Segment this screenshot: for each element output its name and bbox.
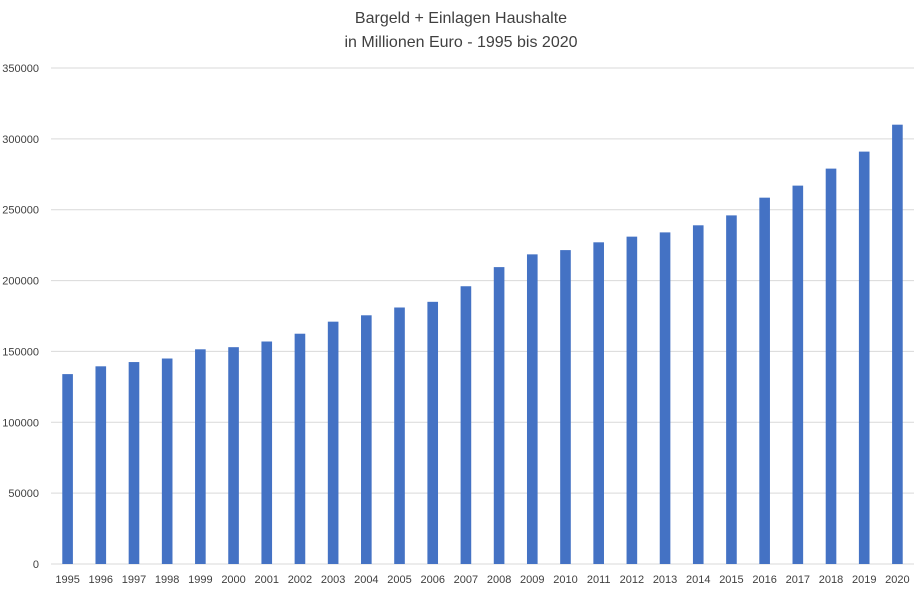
x-axis: 1995 1996 1997 1998 1999 2000 2001 2002 2003 2004… bbox=[55, 574, 909, 586]
x-tick-label: 2019 bbox=[852, 574, 876, 586]
bar bbox=[427, 301, 439, 564]
x-tick-label: 2020 bbox=[885, 574, 909, 586]
y-tick-label: 50000 bbox=[8, 488, 39, 500]
x-tick-label: 1998 bbox=[155, 574, 179, 586]
bar bbox=[792, 185, 804, 564]
bar bbox=[659, 232, 671, 565]
x-tick-label: 1996 bbox=[89, 574, 113, 586]
y-tick-label: 300000 bbox=[2, 134, 39, 146]
bar bbox=[858, 151, 870, 564]
bar bbox=[460, 286, 472, 564]
y-tick-label: 150000 bbox=[2, 346, 39, 358]
x-tick-label: 2009 bbox=[520, 574, 544, 586]
x-tick-label: 2008 bbox=[487, 574, 511, 586]
x-tick-label: 1999 bbox=[188, 574, 212, 586]
bar bbox=[892, 124, 903, 564]
x-tick-label: 2006 bbox=[420, 574, 444, 586]
bar bbox=[825, 168, 837, 565]
x-tick-label: 2005 bbox=[387, 574, 411, 586]
chart-subtitle: in Millionen Euro - 1995 bis 2020 bbox=[344, 34, 577, 51]
bar bbox=[560, 250, 571, 565]
bar bbox=[726, 215, 737, 564]
bar bbox=[228, 347, 239, 564]
x-tick-label: 1995 bbox=[55, 574, 79, 586]
x-tick-label: 2014 bbox=[686, 574, 710, 586]
bar bbox=[327, 321, 339, 564]
x-tick-label: 2003 bbox=[321, 574, 345, 586]
x-tick-label: 2013 bbox=[653, 574, 677, 586]
bar bbox=[62, 374, 73, 564]
y-tick-label: 100000 bbox=[2, 417, 39, 429]
x-tick-label: 2011 bbox=[587, 574, 611, 586]
chart-title: Bargeld + Einlagen Haushalte bbox=[355, 10, 567, 27]
x-tick-label: 2002 bbox=[288, 574, 312, 586]
x-tick-label: 1997 bbox=[122, 574, 146, 586]
y-tick-label: 250000 bbox=[2, 205, 39, 217]
y-axis: 0 50000 100000 150000 200000 250000 300000 3500… bbox=[2, 63, 39, 571]
x-tick-label: 2017 bbox=[786, 574, 810, 586]
x-tick-label: 2010 bbox=[553, 574, 577, 586]
bar bbox=[626, 236, 638, 564]
gridlines bbox=[51, 67, 914, 565]
bar bbox=[493, 267, 505, 564]
bar bbox=[361, 315, 372, 564]
bar bbox=[128, 362, 140, 564]
bar bbox=[759, 197, 770, 564]
x-tick-label: 2012 bbox=[620, 574, 644, 586]
bar bbox=[261, 341, 273, 564]
x-tick-label: 2001 bbox=[255, 574, 279, 586]
x-tick-label: 2000 bbox=[221, 574, 245, 586]
bar bbox=[593, 242, 604, 564]
bar bbox=[692, 225, 704, 564]
bar bbox=[95, 366, 107, 564]
x-tick-label: 2016 bbox=[752, 574, 776, 586]
y-tick-label: 0 bbox=[33, 559, 39, 571]
x-tick-label: 2004 bbox=[354, 574, 378, 586]
y-tick-label: 200000 bbox=[2, 276, 39, 288]
bar bbox=[294, 333, 306, 564]
bar bbox=[195, 349, 206, 564]
x-tick-label: 2018 bbox=[819, 574, 843, 586]
bars bbox=[62, 124, 903, 565]
x-tick-label: 2015 bbox=[719, 574, 743, 586]
bar bbox=[161, 358, 173, 564]
bar bbox=[526, 254, 538, 564]
y-tick-label: 350000 bbox=[2, 63, 39, 75]
x-tick-label: 2007 bbox=[454, 574, 478, 586]
bar bbox=[394, 307, 405, 564]
